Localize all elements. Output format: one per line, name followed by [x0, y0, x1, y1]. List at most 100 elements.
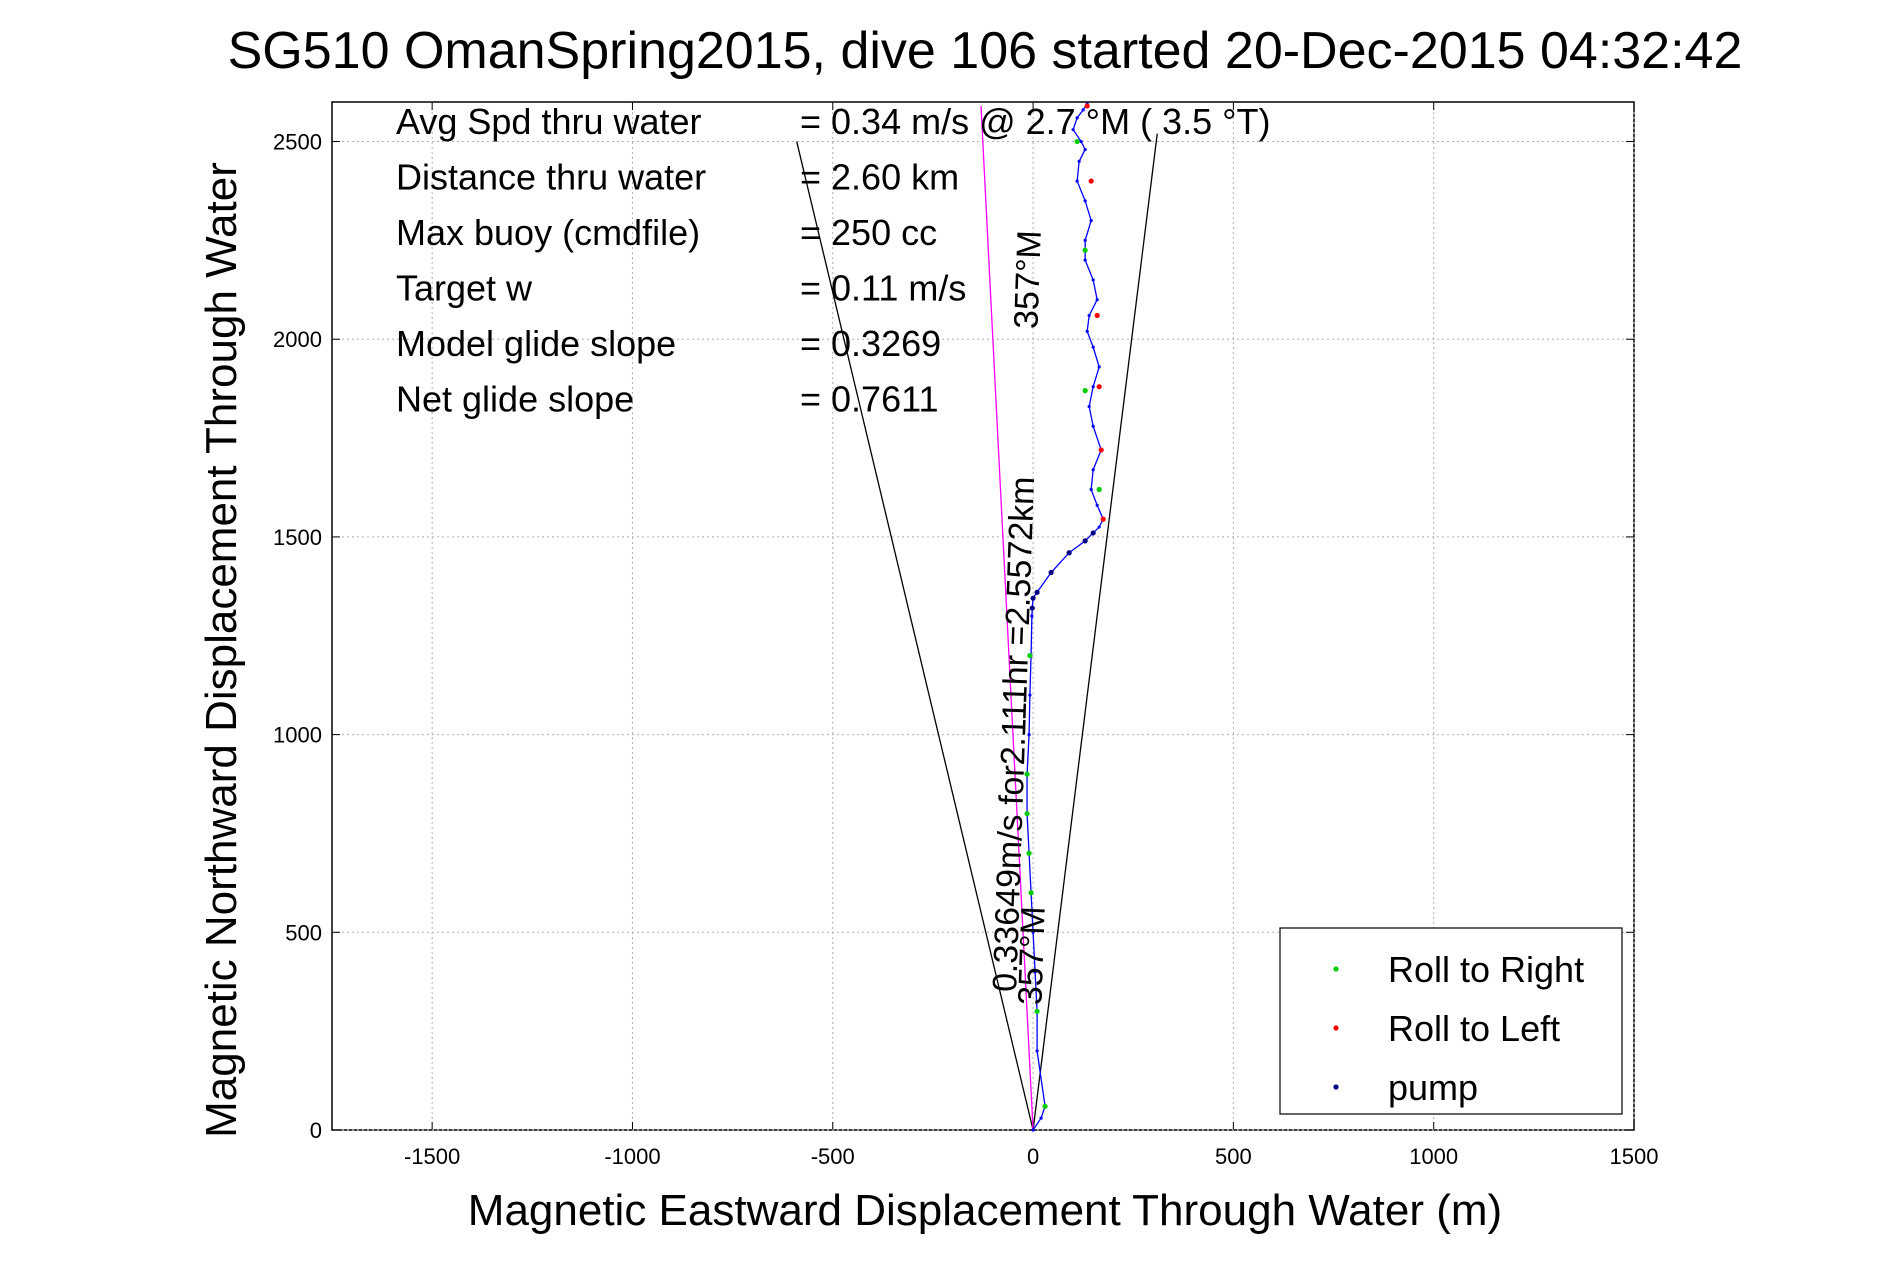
roll-to-right-point	[1096, 486, 1102, 493]
x-tick-label: 1500	[1610, 1144, 1659, 1169]
x-tick-label: 1000	[1409, 1144, 1458, 1169]
x-axis-label: Magnetic Eastward Displacement Through W…	[468, 1186, 1502, 1235]
y-axis-ticks: 0 500 1000 1500 2000 2500	[273, 130, 322, 1143]
track-point	[1083, 258, 1087, 262]
track-point	[1075, 179, 1079, 183]
stats-label: Avg Spd thru water	[396, 101, 702, 142]
stats-value: = 0.11 m/s	[800, 268, 966, 309]
stats-value: = 250 cc	[800, 212, 937, 253]
track-point	[1027, 733, 1031, 737]
pump-point	[1090, 530, 1096, 536]
legend-box	[1279, 927, 1623, 1115]
track-point	[1028, 693, 1032, 697]
pump-point	[1029, 605, 1035, 611]
track-point	[1081, 108, 1085, 112]
roll-to-right-point	[1024, 771, 1030, 777]
track-point	[1079, 139, 1083, 144]
x-tick-label: -1500	[404, 1144, 460, 1169]
track-point	[1091, 278, 1095, 282]
y-tick-label: 1000	[273, 723, 322, 748]
stats-label: Model glide slope	[396, 323, 676, 364]
stats-value: = 2.60 km	[800, 157, 959, 198]
x-tick-label: -1000	[604, 1144, 660, 1169]
grid-lines	[332, 102, 1635, 1131]
roll-to-right-point	[1034, 1008, 1040, 1014]
legend: Roll to Right Roll to Left pump	[1279, 927, 1623, 1115]
roll-to-right-point	[1082, 388, 1088, 394]
x-tick-label: 0	[1027, 1144, 1039, 1169]
stats-label: Max buoy (cmdfile)	[396, 212, 700, 253]
track-point	[1077, 159, 1081, 163]
y-tick-label: 2000	[273, 327, 322, 352]
x-tick-label: -500	[811, 1144, 855, 1169]
roll-to-left-point	[1100, 516, 1106, 522]
track-point	[1089, 219, 1093, 223]
track-point	[1083, 238, 1087, 242]
pump-point	[1082, 538, 1088, 544]
track-point	[1039, 1116, 1043, 1120]
legend-label: Roll to Left	[1388, 1008, 1560, 1049]
y-tick-label: 2500	[273, 130, 322, 155]
track-point	[1087, 404, 1091, 409]
track-point	[1091, 468, 1095, 472]
pump-point	[1034, 589, 1040, 595]
roll-to-right-point	[1042, 1103, 1048, 1109]
legend-marker	[1333, 1025, 1339, 1031]
roll-to-right-point	[1024, 811, 1030, 817]
roll-to-left-point	[1094, 312, 1100, 319]
track-point	[1075, 116, 1079, 120]
stats-block: Avg Spd thru water = 0.34 m/s @ 2.7 °M ( …	[396, 101, 1270, 420]
legend-marker	[1333, 966, 1339, 972]
roll-to-left-point	[1088, 178, 1094, 184]
stats-label: Target w	[396, 268, 533, 309]
track-point	[1089, 487, 1093, 492]
track-point	[1091, 345, 1095, 349]
track-point	[1095, 503, 1099, 507]
chart-title: SG510 OmanSpring2015, dive 106 started 2…	[228, 22, 1743, 80]
y-tick-label: 500	[285, 920, 322, 945]
track-point	[1033, 970, 1037, 974]
track-point	[1097, 525, 1101, 529]
track-point	[1091, 385, 1095, 389]
legend-label: Roll to Right	[1388, 949, 1584, 990]
track-point	[1083, 147, 1087, 152]
legend-label: pump	[1388, 1067, 1478, 1108]
roll-to-right-point	[1028, 890, 1034, 896]
roll-to-right-point	[1082, 247, 1088, 253]
track-point	[1087, 313, 1091, 318]
stats-value: = 0.3269	[800, 323, 941, 364]
y-tick-label: 1500	[273, 525, 322, 550]
y-tick-label: 0	[310, 1118, 322, 1143]
track-point	[1097, 365, 1101, 369]
pump-point	[1030, 595, 1036, 601]
pump-point	[1048, 569, 1054, 576]
reference-line-cone-right	[1032, 133, 1158, 1131]
track-point	[1071, 128, 1075, 132]
track-point	[1091, 424, 1095, 428]
roll-to-left-point	[1096, 384, 1102, 390]
legend-marker	[1333, 1084, 1339, 1090]
track-point	[1031, 930, 1035, 934]
roll-to-left-point	[1098, 447, 1104, 453]
roll-to-right-point	[1026, 850, 1032, 856]
y-axis-label: Magnetic Northward Displacement Through …	[197, 162, 246, 1138]
x-tick-label: 500	[1215, 1144, 1252, 1169]
annotation-text: 357°M	[1007, 230, 1048, 330]
series-points	[1024, 102, 1106, 1132]
track-point	[1083, 199, 1087, 203]
stats-value: = 0.34 m/s @ 2.7 °M ( 3.5 °T)	[800, 101, 1270, 142]
track-point	[1095, 298, 1099, 302]
roll-to-right-point	[1074, 138, 1080, 145]
pump-point	[1066, 550, 1072, 556]
track-point	[1030, 614, 1034, 618]
track-point	[1031, 1128, 1035, 1132]
reference-lines	[796, 105, 1158, 1131]
stats-value: = 0.7611	[800, 379, 938, 420]
reference-line-track-line	[980, 105, 1034, 1131]
roll-to-right-point	[1027, 652, 1033, 659]
track-point	[1035, 1049, 1039, 1053]
annotation-text: 357°M	[1011, 906, 1052, 1006]
reference-line-cone-left	[796, 141, 1034, 1131]
stats-label: Net glide slope	[396, 379, 634, 420]
